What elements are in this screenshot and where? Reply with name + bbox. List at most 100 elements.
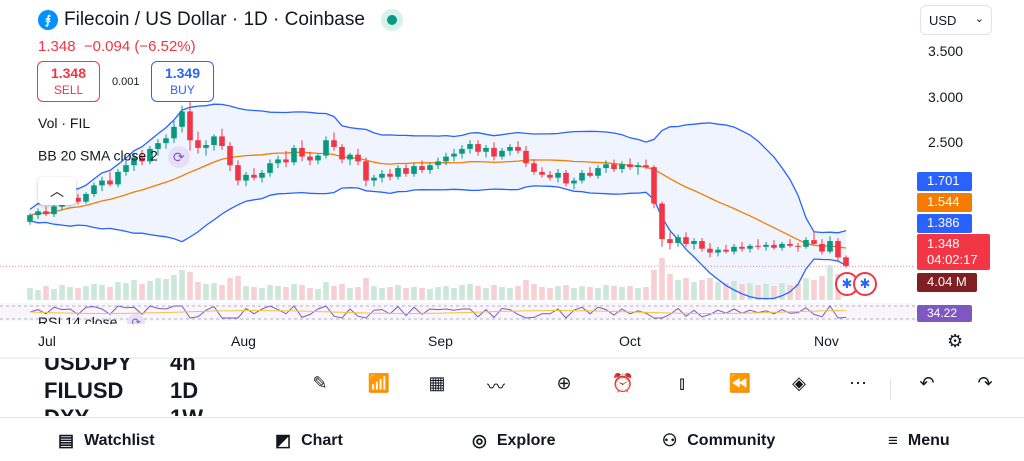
candle-body bbox=[171, 126, 177, 139]
candle-body bbox=[467, 144, 473, 149]
more-icon[interactable]: ⋯ bbox=[849, 373, 867, 393]
price-axis-label: 3.500 bbox=[928, 43, 964, 59]
volume-bar bbox=[307, 288, 313, 300]
candle-body bbox=[275, 159, 281, 164]
currency-select[interactable]: USD ⌄ bbox=[920, 5, 992, 35]
volume-bar bbox=[211, 283, 217, 300]
candle-body bbox=[91, 185, 97, 194]
candle-body bbox=[707, 248, 713, 253]
volume-bar bbox=[131, 280, 137, 300]
nav-explore[interactable]: ◎ Explore bbox=[472, 421, 556, 461]
candle-body bbox=[475, 144, 481, 152]
redo-icon[interactable]: ↷ bbox=[977, 373, 993, 393]
chevron-up-icon: ︿ bbox=[50, 183, 64, 199]
candle-body bbox=[747, 245, 753, 249]
candle-body bbox=[371, 177, 377, 181]
volume-bar bbox=[99, 285, 105, 300]
volume-bar bbox=[459, 285, 465, 300]
object-tree-icon[interactable]: ◈ bbox=[792, 373, 806, 393]
candle-body bbox=[83, 194, 89, 202]
candle-body bbox=[155, 143, 161, 149]
nav-community[interactable]: ⚇ Community bbox=[662, 421, 775, 461]
layouts-icon[interactable]: ▦ bbox=[428, 373, 446, 393]
us-flag-event-icon[interactable]: ✱ bbox=[853, 272, 877, 296]
candle-body bbox=[563, 172, 569, 184]
drawing-tools-icon[interactable]: ✎ bbox=[312, 373, 328, 393]
candle-body bbox=[619, 164, 625, 170]
volume-bar bbox=[299, 285, 305, 300]
symbol-picker[interactable]: USDJPY 4h FILUSD 1D DXY 1W bbox=[0, 358, 290, 416]
candle-body bbox=[227, 146, 233, 166]
volume-bar bbox=[323, 282, 329, 300]
volume-bar bbox=[219, 285, 225, 300]
volume-bar bbox=[795, 284, 801, 300]
candle-body bbox=[795, 245, 801, 247]
nav-explore-label: Explore bbox=[496, 432, 556, 449]
toolbar-divider bbox=[890, 378, 891, 400]
candle-body bbox=[387, 173, 393, 177]
candle-body bbox=[507, 146, 513, 151]
candle-body bbox=[491, 147, 497, 157]
candle-body bbox=[443, 156, 449, 162]
replay-icon[interactable]: ⏪ bbox=[728, 373, 752, 393]
symbol-below[interactable]: DXY bbox=[44, 405, 89, 416]
volume-bar bbox=[563, 285, 569, 300]
refresh-icon[interactable]: ⟳ bbox=[167, 146, 190, 168]
volume-bar bbox=[227, 278, 233, 300]
candle-body bbox=[539, 171, 545, 175]
volume-legend[interactable]: Vol · FIL bbox=[38, 115, 91, 131]
collapse-legend-button[interactable]: ︿ bbox=[38, 177, 76, 205]
buy-button[interactable]: 1.349 BUY bbox=[151, 61, 214, 102]
volume-bar bbox=[635, 288, 641, 300]
symbol-title[interactable]: ⨎ Filecoin / US Dollar · 1D · Coinbase bbox=[38, 9, 403, 31]
bollinger-legend[interactable]: BB 20 SMA close 2 ⟳ bbox=[38, 146, 190, 168]
main-chart[interactable] bbox=[0, 0, 1024, 361]
volume-bar bbox=[475, 286, 481, 300]
symbol-above[interactable]: USDJPY bbox=[44, 358, 133, 375]
alert-icon[interactable]: ⏰ bbox=[611, 373, 635, 393]
compare-icon[interactable]: 〰 bbox=[487, 377, 505, 397]
add-icon[interactable]: ⊕ bbox=[556, 373, 572, 393]
candle-body bbox=[699, 241, 705, 249]
time-axis-label: Jul bbox=[38, 333, 56, 349]
nav-chart[interactable]: ◩ Chart bbox=[275, 421, 343, 461]
volume-bar bbox=[819, 276, 825, 300]
candle-body bbox=[843, 257, 849, 266]
timeframe-below[interactable]: 1W bbox=[170, 405, 203, 416]
nav-chart-label: Chart bbox=[301, 432, 343, 449]
indicators-icon[interactable]: 📶 bbox=[367, 373, 391, 393]
timeframe-current[interactable]: 1D bbox=[170, 378, 199, 403]
volume-bar bbox=[579, 286, 585, 300]
volume-bar bbox=[163, 279, 169, 300]
buy-label: BUY bbox=[170, 83, 195, 97]
filecoin-icon: ⨎ bbox=[38, 10, 58, 30]
volume-bar bbox=[123, 283, 129, 300]
nav-watchlist[interactable]: ▤ Watchlist bbox=[58, 421, 155, 461]
last-price-tag: 1.348 04:02:17 bbox=[917, 234, 990, 270]
candle-body bbox=[555, 172, 561, 178]
undo-icon[interactable]: ↶ bbox=[919, 373, 935, 393]
volume-bar bbox=[803, 278, 809, 300]
sell-button[interactable]: 1.348 SELL bbox=[37, 61, 100, 102]
volume-bar bbox=[395, 285, 401, 300]
rsi-legend[interactable]: RSI 14 close ⟳ bbox=[38, 312, 146, 324]
currency-value: USD bbox=[929, 13, 957, 28]
volume-bar bbox=[523, 280, 529, 300]
timeframe-above[interactable]: 4h bbox=[170, 358, 196, 375]
volume-bar bbox=[403, 288, 409, 300]
candle-body bbox=[243, 174, 249, 181]
volume-bar bbox=[443, 286, 449, 300]
candle-body bbox=[787, 243, 793, 246]
candle-body bbox=[195, 140, 201, 148]
chart-settings-icon[interactable]: ⚙ bbox=[947, 331, 964, 351]
symbol-current[interactable]: FILUSD bbox=[44, 378, 124, 403]
candle-body bbox=[603, 164, 609, 169]
candle-body bbox=[403, 168, 409, 174]
chart-type-icon[interactable]: ⫾ bbox=[679, 373, 685, 393]
candle-body bbox=[763, 244, 769, 247]
volume-bar bbox=[603, 285, 609, 300]
candle-body bbox=[611, 164, 617, 170]
nav-menu[interactable]: ≡ Menu bbox=[888, 421, 950, 461]
volume-bar bbox=[531, 284, 537, 300]
candle-body bbox=[411, 166, 417, 174]
